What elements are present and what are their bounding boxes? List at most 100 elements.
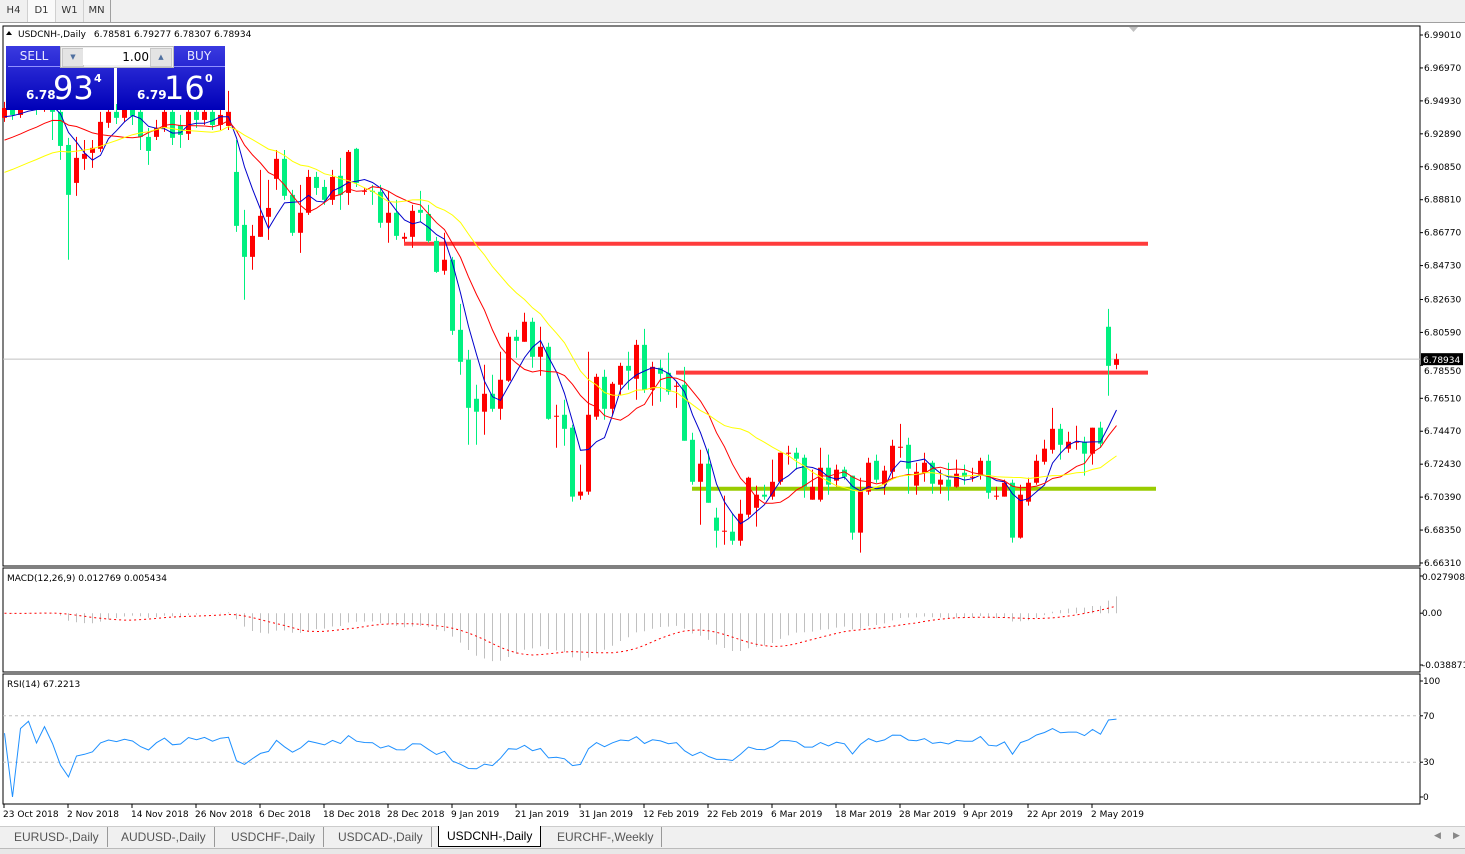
candle-body (1106, 326, 1111, 366)
date-tick-label: 22 Feb 2019 (707, 810, 763, 820)
candle (498, 351, 503, 420)
candle (530, 317, 535, 368)
increase-quantity-button[interactable]: ▲ (150, 48, 172, 67)
candle (1034, 454, 1039, 485)
candle (962, 464, 967, 485)
candle-body (642, 344, 647, 390)
scroll-left-icon[interactable]: ◀ (1434, 831, 1441, 841)
timeframe-d1[interactable]: D1 (28, 0, 56, 22)
macd-label: MACD(12,26,9) 0.012769 0.005434 (7, 574, 167, 584)
candle (1106, 308, 1111, 396)
date-tick-label: 26 Nov 2018 (195, 810, 253, 820)
candle (506, 332, 511, 382)
candle-body (842, 469, 847, 477)
candle (298, 184, 303, 253)
candle (858, 477, 863, 553)
tab-eurchf-weekly[interactable]: EURCHF-,Weekly (549, 827, 663, 847)
tab-audusd-daily[interactable]: AUDUSD-,Daily (113, 827, 215, 847)
candle-body (138, 111, 143, 137)
candle (450, 256, 455, 335)
price-tick-label: 6.72430 (1424, 460, 1461, 470)
sell-price-pips: 93 (53, 69, 94, 107)
candle-body (546, 346, 551, 419)
sell-price-fraction: 4 (94, 72, 102, 85)
candle-body (770, 481, 775, 497)
candle-body (458, 329, 463, 362)
sell-box[interactable]: SELL 6.78 93 4 (6, 46, 114, 110)
candle-body (882, 470, 887, 485)
candle-body (122, 109, 127, 118)
candle-body (802, 457, 807, 487)
sell-button[interactable]: SELL (8, 46, 60, 67)
tab-eurusd-daily[interactable]: EURUSD-,Daily (6, 827, 108, 847)
candle (218, 107, 223, 130)
candle (914, 462, 919, 495)
candle-body (1042, 448, 1047, 462)
buy-button[interactable]: BUY (173, 46, 225, 67)
candle-body (394, 212, 399, 236)
candle-body (994, 495, 999, 497)
candle (90, 139, 95, 168)
shift-marker-icon[interactable] (1129, 27, 1138, 32)
candle (378, 184, 383, 228)
candle-body (258, 215, 263, 237)
candle-body (538, 346, 543, 357)
candle-body (674, 385, 679, 387)
candle (690, 432, 695, 485)
tab-usdchf-daily[interactable]: USDCHF-,Daily (223, 827, 324, 847)
candle-body (690, 439, 695, 482)
date-tick-label: 18 Dec 2018 (323, 810, 381, 820)
timeframe-h4[interactable]: H4 (0, 0, 28, 22)
candle (1050, 407, 1055, 454)
candle (354, 147, 359, 187)
scroll-right-icon[interactable]: ▶ (1453, 831, 1460, 841)
candle (1026, 477, 1031, 506)
price-tick-label: 6.84730 (1424, 262, 1461, 272)
timeframe-w1[interactable]: W1 (56, 0, 84, 22)
candle-body (738, 513, 743, 541)
candle (482, 364, 487, 435)
current-price-label: 6.78934 (1423, 356, 1460, 366)
candle-body (250, 235, 255, 257)
date-tick-label: 31 Jan 2019 (579, 810, 633, 820)
tab-usdcad-daily[interactable]: USDCAD-,Daily (330, 827, 432, 847)
candle (362, 187, 367, 195)
candle (1090, 427, 1095, 465)
buy-price-fraction: 0 (205, 72, 213, 85)
candle-body (1082, 441, 1087, 454)
candle-body (978, 460, 983, 475)
candle-body (818, 467, 823, 500)
candle (674, 381, 679, 408)
candle (434, 236, 439, 273)
candle-body (242, 224, 247, 257)
candle (722, 495, 727, 545)
candle (2, 101, 7, 122)
candle-body (1098, 427, 1103, 444)
buy-price-pips: 16 (164, 69, 205, 107)
chart-canvas[interactable]: 6.99010 6.96970 6.94930 6.92890 6.90850 6.888… (0, 23, 1465, 826)
candle (106, 107, 111, 128)
tab-usdcnh-daily[interactable]: USDCNH-,Daily (438, 826, 542, 847)
date-tick-label: 14 Nov 2018 (131, 810, 189, 820)
candle (778, 452, 783, 485)
candle-body (954, 473, 959, 487)
candle-body (530, 321, 535, 357)
timeframe-mn[interactable]: MN (83, 0, 111, 22)
candle-body (434, 240, 439, 272)
candle (658, 359, 663, 402)
candle-body (226, 111, 231, 126)
candle (890, 439, 895, 480)
candle-body (938, 479, 943, 485)
candle-body (786, 452, 791, 454)
candle-body (298, 212, 303, 233)
collapse-triangle-icon[interactable] (6, 31, 12, 35)
candle-body (202, 111, 207, 120)
horizontal-levels (3, 241, 1420, 491)
candle (762, 484, 767, 500)
decrease-quantity-button[interactable]: ▼ (62, 48, 84, 67)
candle-body (114, 111, 119, 118)
quantity-input[interactable] (83, 48, 151, 65)
candle-body (850, 475, 855, 533)
candle (522, 312, 527, 342)
candle-body (834, 469, 839, 481)
